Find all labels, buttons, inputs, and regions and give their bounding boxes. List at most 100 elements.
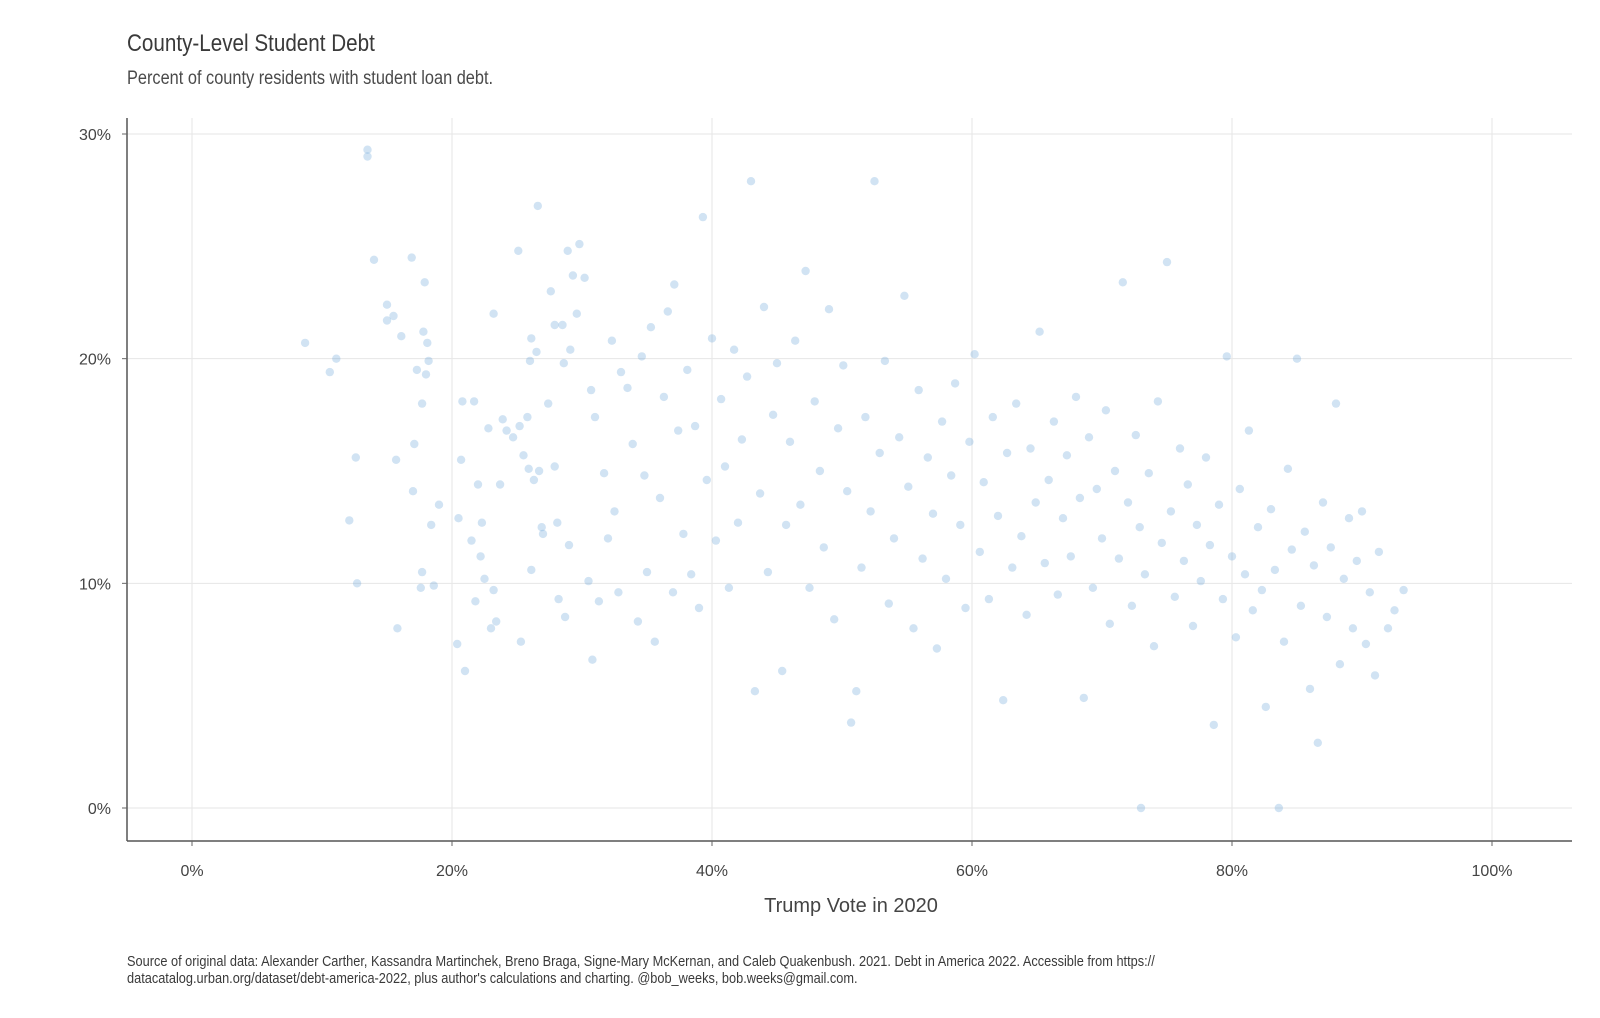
- data-point: [923, 453, 932, 462]
- data-point: [1157, 538, 1167, 548]
- data-point: [1235, 484, 1245, 494]
- data-point: [1274, 803, 1284, 813]
- data-point: [650, 637, 659, 646]
- data-point: [690, 421, 700, 431]
- data-point: [1296, 601, 1306, 610]
- data-point: [1097, 534, 1107, 543]
- data-point: [484, 424, 493, 433]
- data-point: [533, 201, 542, 211]
- data-points: [300, 145, 1408, 813]
- data-point: [733, 518, 743, 527]
- data-point: [1127, 601, 1137, 610]
- data-point: [737, 435, 747, 444]
- data-point: [410, 439, 419, 449]
- data-point: [846, 718, 856, 727]
- data-point: [768, 410, 778, 419]
- data-point: [918, 554, 927, 563]
- data-point: [805, 583, 814, 592]
- data-point: [999, 696, 1008, 705]
- data-point: [1261, 702, 1271, 712]
- data-point: [417, 399, 427, 408]
- data-point: [984, 594, 994, 604]
- data-point: [870, 177, 879, 186]
- data-point: [397, 332, 406, 341]
- data-point: [568, 271, 578, 280]
- data-point: [529, 475, 539, 485]
- chart-subtitle: Percent of county residents with student…: [127, 68, 494, 89]
- data-point: [408, 487, 418, 496]
- data-point: [900, 291, 909, 300]
- data-point: [932, 644, 942, 653]
- data-point: [489, 309, 498, 318]
- data-point: [1339, 574, 1349, 583]
- data-point: [880, 356, 890, 366]
- data-point: [546, 287, 555, 296]
- data-point: [1053, 590, 1063, 599]
- data-point: [961, 603, 970, 613]
- data-point: [429, 581, 438, 590]
- data-point: [1205, 540, 1215, 550]
- data-point: [1044, 475, 1053, 485]
- data-point: [640, 471, 649, 480]
- data-point: [884, 599, 893, 608]
- data-point: [1188, 621, 1198, 631]
- data-point: [1335, 660, 1345, 669]
- data-point: [1222, 352, 1232, 361]
- data-point: [889, 534, 899, 543]
- data-point: [594, 597, 604, 606]
- data-point: [755, 489, 765, 498]
- data-point: [679, 529, 688, 539]
- x-tick-label: 100%: [1472, 863, 1513, 880]
- data-point: [674, 426, 683, 435]
- data-point: [857, 563, 866, 572]
- data-point: [527, 334, 536, 343]
- data-point: [1149, 642, 1159, 651]
- data-point: [1352, 556, 1362, 566]
- data-point: [772, 359, 782, 368]
- data-point: [815, 466, 825, 476]
- data-point: [502, 426, 511, 435]
- data-point: [1390, 606, 1399, 615]
- data-point: [1110, 466, 1120, 476]
- data-point: [824, 305, 834, 314]
- data-point: [537, 523, 546, 532]
- data-point: [975, 547, 984, 557]
- data-point: [801, 266, 810, 276]
- data-point: [1331, 399, 1341, 408]
- data-point: [476, 552, 485, 561]
- data-point: [519, 451, 528, 460]
- x-axis-ticks: 0% 20% 40% 60% 80% 100%: [180, 841, 1512, 880]
- data-point: [785, 437, 795, 446]
- data-point: [566, 345, 575, 354]
- data-point: [508, 433, 518, 442]
- data-point: [1058, 514, 1068, 523]
- caption-line-1: Source of original data: Alexander Carth…: [127, 954, 1155, 970]
- data-point: [453, 639, 462, 649]
- data-point: [550, 462, 559, 471]
- data-point: [469, 397, 479, 406]
- data-point: [1088, 583, 1098, 592]
- data-point: [572, 309, 581, 318]
- data-point: [683, 365, 692, 375]
- data-point: [1196, 576, 1206, 586]
- data-point: [759, 302, 769, 312]
- data-point: [525, 356, 535, 366]
- data-point: [1300, 527, 1310, 536]
- data-point: [389, 311, 398, 321]
- data-point: [909, 624, 918, 633]
- data-point: [489, 585, 498, 595]
- data-point: [707, 334, 717, 343]
- data-point: [1162, 257, 1172, 267]
- data-point: [698, 212, 708, 222]
- data-point: [1026, 444, 1035, 453]
- data-point: [1266, 505, 1276, 514]
- data-point: [1231, 633, 1241, 642]
- data-point: [564, 540, 574, 550]
- data-point: [1008, 563, 1017, 572]
- data-point: [1326, 543, 1336, 552]
- data-point: [424, 356, 433, 366]
- data-point: [937, 417, 947, 426]
- data-point: [614, 588, 623, 597]
- data-point: [746, 177, 756, 186]
